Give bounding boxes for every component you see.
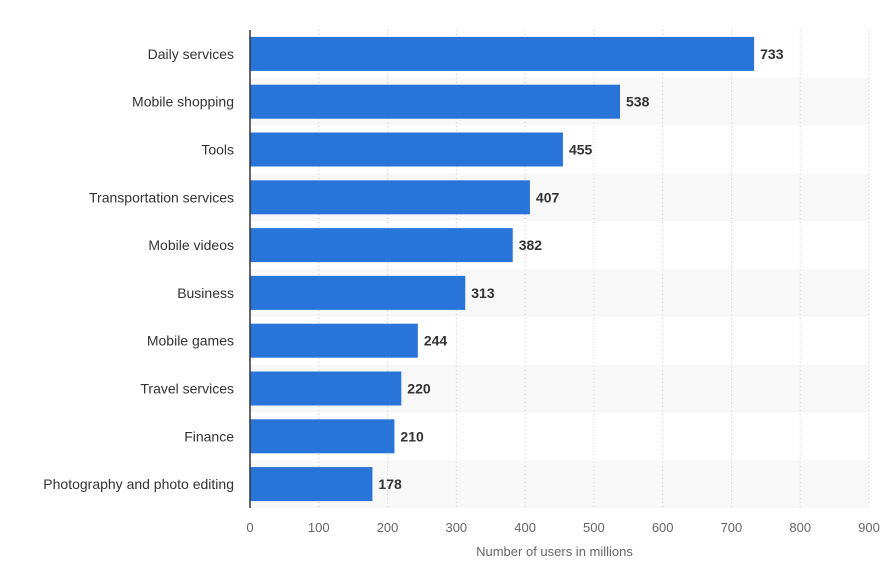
value-label: 733 (760, 46, 784, 62)
bar[interactable] (250, 419, 395, 454)
category-label: Travel services (140, 381, 234, 397)
x-tick-label: 800 (789, 520, 811, 535)
category-label: Daily services (148, 46, 234, 62)
bar[interactable] (250, 132, 563, 167)
bar[interactable] (250, 467, 373, 502)
x-tick-label: 700 (721, 520, 743, 535)
category-label: Transportation services (89, 189, 234, 205)
category-label: Mobile videos (148, 237, 234, 253)
value-label: 382 (519, 237, 543, 253)
value-label: 244 (424, 333, 448, 349)
category-label: Mobile games (147, 333, 234, 349)
x-tick-label: 500 (583, 520, 605, 535)
x-tick-label: 0 (246, 520, 253, 535)
category-labels: Daily services Mobile shopping Tools Transp… (43, 46, 234, 492)
value-label: 538 (626, 94, 650, 110)
x-axis-title: Number of users in millions (476, 544, 633, 559)
bar[interactable] (250, 180, 530, 215)
x-tick-label: 400 (514, 520, 536, 535)
value-label: 210 (400, 428, 424, 444)
value-label: 455 (569, 142, 593, 158)
category-label: Photography and photo editing (43, 476, 234, 492)
category-label: Tools (201, 142, 234, 158)
x-tick-label: 200 (377, 520, 399, 535)
bar[interactable] (250, 228, 513, 263)
x-tick-label: 100 (308, 520, 330, 535)
x-tick-label: 300 (445, 520, 467, 535)
category-label: Business (177, 285, 234, 301)
value-label: 178 (378, 476, 402, 492)
value-label: 313 (471, 285, 495, 301)
bar[interactable] (250, 323, 418, 358)
value-label: 407 (536, 189, 560, 205)
x-tick-label: 900 (858, 520, 880, 535)
bar[interactable] (250, 371, 402, 406)
bar[interactable] (250, 84, 621, 119)
category-label: Finance (184, 428, 234, 444)
bar[interactable] (250, 36, 755, 71)
x-axis-ticks: 0 100 200 300 400 500 600 700 800 900 (246, 520, 879, 535)
bar[interactable] (250, 275, 466, 310)
value-label: 220 (407, 381, 431, 397)
x-tick-label: 600 (652, 520, 674, 535)
bars (250, 36, 755, 502)
value-labels: 733 538 455 407 382 313 244 220 210 178 (378, 46, 783, 492)
category-label: Mobile shopping (132, 94, 234, 110)
